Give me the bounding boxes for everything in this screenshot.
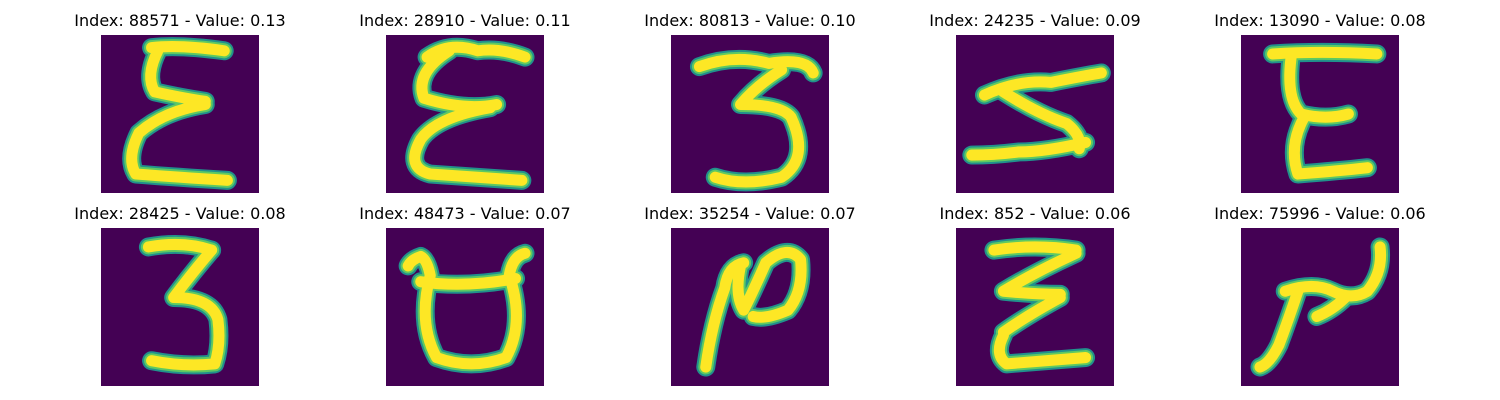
glyph-canvas bbox=[671, 228, 829, 386]
glyph-canvas bbox=[386, 35, 544, 193]
glyph-stroke-core bbox=[993, 329, 1092, 370]
sample-panel: Index: 35254 - Value: 0.07 bbox=[600, 201, 900, 387]
sample-panel: Index: 28425 - Value: 0.08 bbox=[30, 201, 330, 387]
panel-title: Index: 852 - Value: 0.06 bbox=[939, 204, 1131, 223]
sample-image bbox=[1241, 228, 1399, 386]
glyph-stroke-core bbox=[1279, 241, 1387, 302]
glyph-stroke-core bbox=[146, 244, 225, 371]
glyph-canvas bbox=[386, 228, 544, 386]
glyph-stroke-core bbox=[1267, 46, 1383, 60]
glyph-stroke-core bbox=[1311, 291, 1351, 323]
sample-panel: Index: 28910 - Value: 0.11 bbox=[315, 8, 615, 194]
glyph-stroke-core bbox=[997, 291, 1066, 338]
glyph-canvas bbox=[956, 228, 1114, 386]
glyph-stroke-core bbox=[693, 53, 819, 79]
sample-panel: Index: 48473 - Value: 0.07 bbox=[315, 201, 615, 387]
sample-image bbox=[1241, 35, 1399, 193]
glyph-stroke-core bbox=[988, 241, 1082, 256]
panel-title: Index: 35254 - Value: 0.07 bbox=[644, 204, 856, 223]
panel-title: Index: 24235 - Value: 0.09 bbox=[929, 11, 1141, 30]
glyph-stroke-core bbox=[709, 64, 805, 188]
glyph-stroke-core bbox=[142, 238, 218, 256]
panel-title: Index: 28910 - Value: 0.11 bbox=[359, 11, 571, 30]
sample-image bbox=[956, 228, 1114, 386]
glyph-canvas bbox=[101, 35, 259, 193]
panel-title: Index: 88571 - Value: 0.13 bbox=[74, 11, 286, 30]
panel-title: Index: 75996 - Value: 0.06 bbox=[1214, 204, 1426, 223]
panel-title: Index: 13090 - Value: 0.08 bbox=[1214, 11, 1426, 30]
panel-title: Index: 80813 - Value: 0.10 bbox=[644, 11, 856, 30]
glyph-canvas bbox=[101, 228, 259, 386]
sample-image bbox=[101, 35, 259, 193]
sample-panel: Index: 88571 - Value: 0.13 bbox=[30, 8, 330, 194]
sample-panel: Index: 24235 - Value: 0.09 bbox=[885, 8, 1185, 194]
glyph-stroke-core bbox=[700, 257, 750, 373]
glyph-canvas bbox=[1241, 228, 1399, 386]
sample-panel: Index: 852 - Value: 0.06 bbox=[885, 201, 1185, 387]
glyph-stroke-core bbox=[997, 247, 1082, 300]
glyph-canvas bbox=[671, 35, 829, 193]
glyph-stroke-core bbox=[409, 102, 528, 186]
glyph-stroke-core bbox=[415, 273, 522, 290]
panel-title: Index: 28425 - Value: 0.08 bbox=[74, 204, 286, 223]
sample-image bbox=[386, 228, 544, 386]
glyph-stroke-core bbox=[145, 45, 211, 107]
sample-panel: Index: 80813 - Value: 0.10 bbox=[600, 8, 900, 194]
glyph-stroke-core bbox=[732, 246, 807, 323]
glyph-stroke-core bbox=[1288, 111, 1373, 180]
glyph-stroke-core bbox=[966, 136, 1092, 161]
glyph-stroke-core bbox=[1254, 285, 1304, 373]
sample-panel: Index: 13090 - Value: 0.08 bbox=[1170, 8, 1470, 194]
sample-image bbox=[101, 228, 259, 386]
glyph-canvas bbox=[956, 35, 1114, 193]
glyph-stroke-core bbox=[126, 98, 233, 186]
sample-image bbox=[956, 35, 1114, 193]
sample-image bbox=[671, 228, 829, 386]
panel-title: Index: 48473 - Value: 0.07 bbox=[359, 204, 571, 223]
sample-image bbox=[671, 35, 829, 193]
sample-image bbox=[386, 35, 544, 193]
sample-panel: Index: 75996 - Value: 0.06 bbox=[1170, 201, 1470, 387]
glyph-canvas bbox=[1241, 35, 1399, 193]
